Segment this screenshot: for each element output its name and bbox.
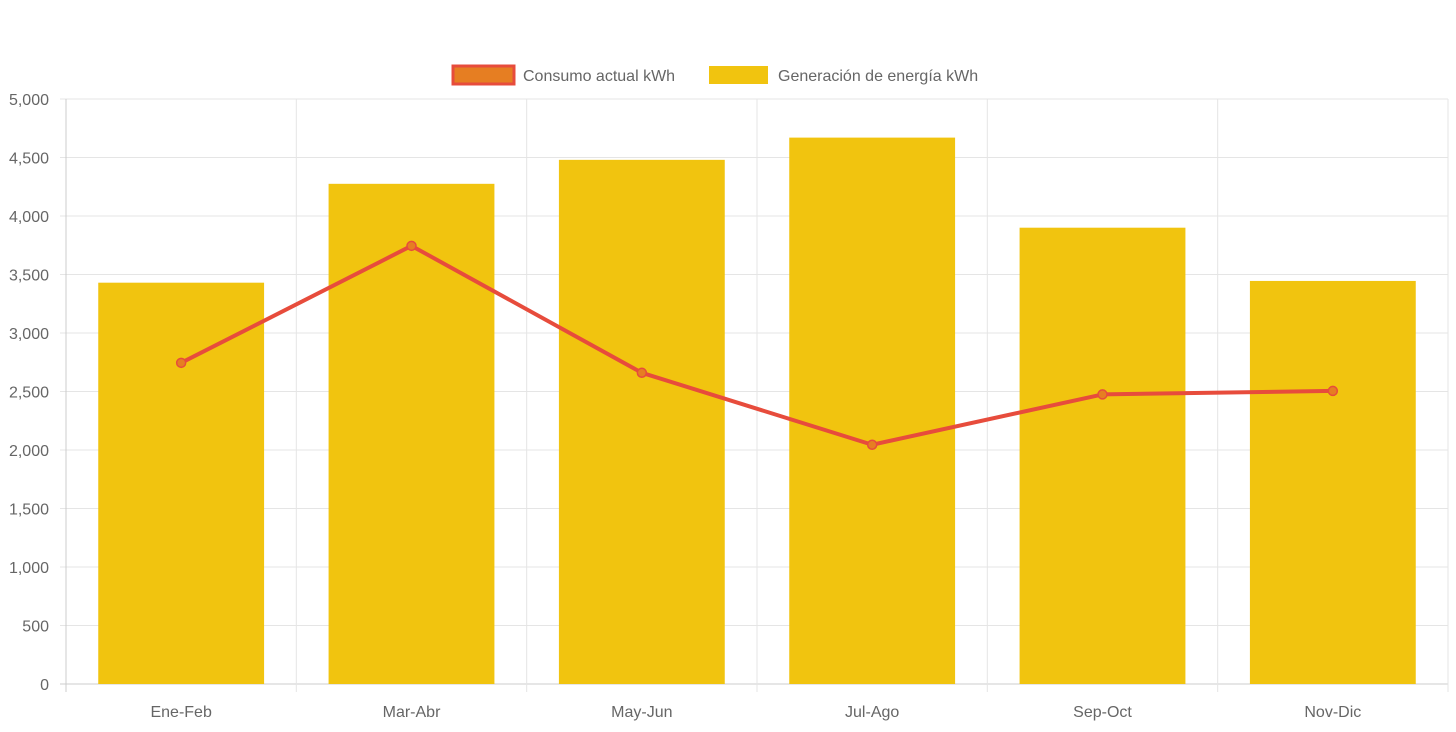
legend-label-generacion: Generación de energía kWh bbox=[778, 68, 978, 85]
point-consumo bbox=[1327, 385, 1339, 397]
bars bbox=[98, 137, 1416, 685]
bar-generacion bbox=[558, 159, 725, 685]
legend-swatch-generacion bbox=[709, 66, 768, 84]
y-tick-label: 4,000 bbox=[9, 209, 49, 226]
point-consumo bbox=[1097, 389, 1108, 400]
point-consumo bbox=[636, 367, 648, 379]
x-tick-label: Ene-Feb bbox=[150, 704, 211, 721]
x-tick-label: Nov-Dic bbox=[1304, 704, 1361, 721]
legend-item-consumo[interactable]: Consumo actual kWh bbox=[451, 64, 675, 86]
legend: Consumo actual kWh Generación de energía… bbox=[451, 64, 978, 86]
point-consumo bbox=[175, 357, 187, 369]
x-tick-label: Mar-Abr bbox=[383, 704, 441, 721]
bar-generacion bbox=[1249, 280, 1416, 684]
legend-swatch-consumo bbox=[451, 64, 516, 86]
point-consumo bbox=[406, 240, 417, 252]
bar-generacion bbox=[789, 137, 956, 685]
point-consumo bbox=[866, 439, 878, 450]
y-tick-label: 500 bbox=[22, 619, 49, 636]
legend-label-consumo: Consumo actual kWh bbox=[523, 68, 675, 85]
bar-generacion bbox=[328, 183, 495, 684]
bar-generacion bbox=[98, 282, 265, 684]
y-axis-ticks: 0 500 1,000 1,500 2,000 2,500 3,000 3,500 4,000 4… bbox=[9, 92, 49, 694]
y-tick-label: 3,500 bbox=[9, 268, 49, 285]
x-axis-ticks: Ene-Feb Mar-Abr May-Jun Jul-Ago Sep-Oct Nov-D… bbox=[150, 704, 1361, 721]
grid bbox=[60, 98, 1449, 692]
y-tick-label: 4,500 bbox=[9, 151, 49, 168]
y-tick-label: 0 bbox=[40, 677, 49, 694]
y-tick-label: 2,000 bbox=[9, 443, 49, 460]
y-tick-label: 1,000 bbox=[9, 560, 49, 577]
x-tick-label: May-Jun bbox=[611, 704, 672, 721]
line-consumo bbox=[180, 243, 1333, 447]
bar-generacion bbox=[1019, 227, 1186, 684]
y-tick-label: 5,000 bbox=[9, 92, 49, 109]
x-tick-label: Sep-Oct bbox=[1073, 704, 1132, 721]
legend-item-generacion[interactable]: Generación de energía kWh bbox=[709, 66, 978, 85]
y-tick-label: 1,500 bbox=[9, 502, 49, 519]
line-series bbox=[175, 240, 1339, 450]
x-tick-label: Jul-Ago bbox=[845, 704, 899, 721]
y-tick-label: 2,500 bbox=[9, 385, 49, 402]
y-tick-label: 3,000 bbox=[9, 326, 49, 343]
